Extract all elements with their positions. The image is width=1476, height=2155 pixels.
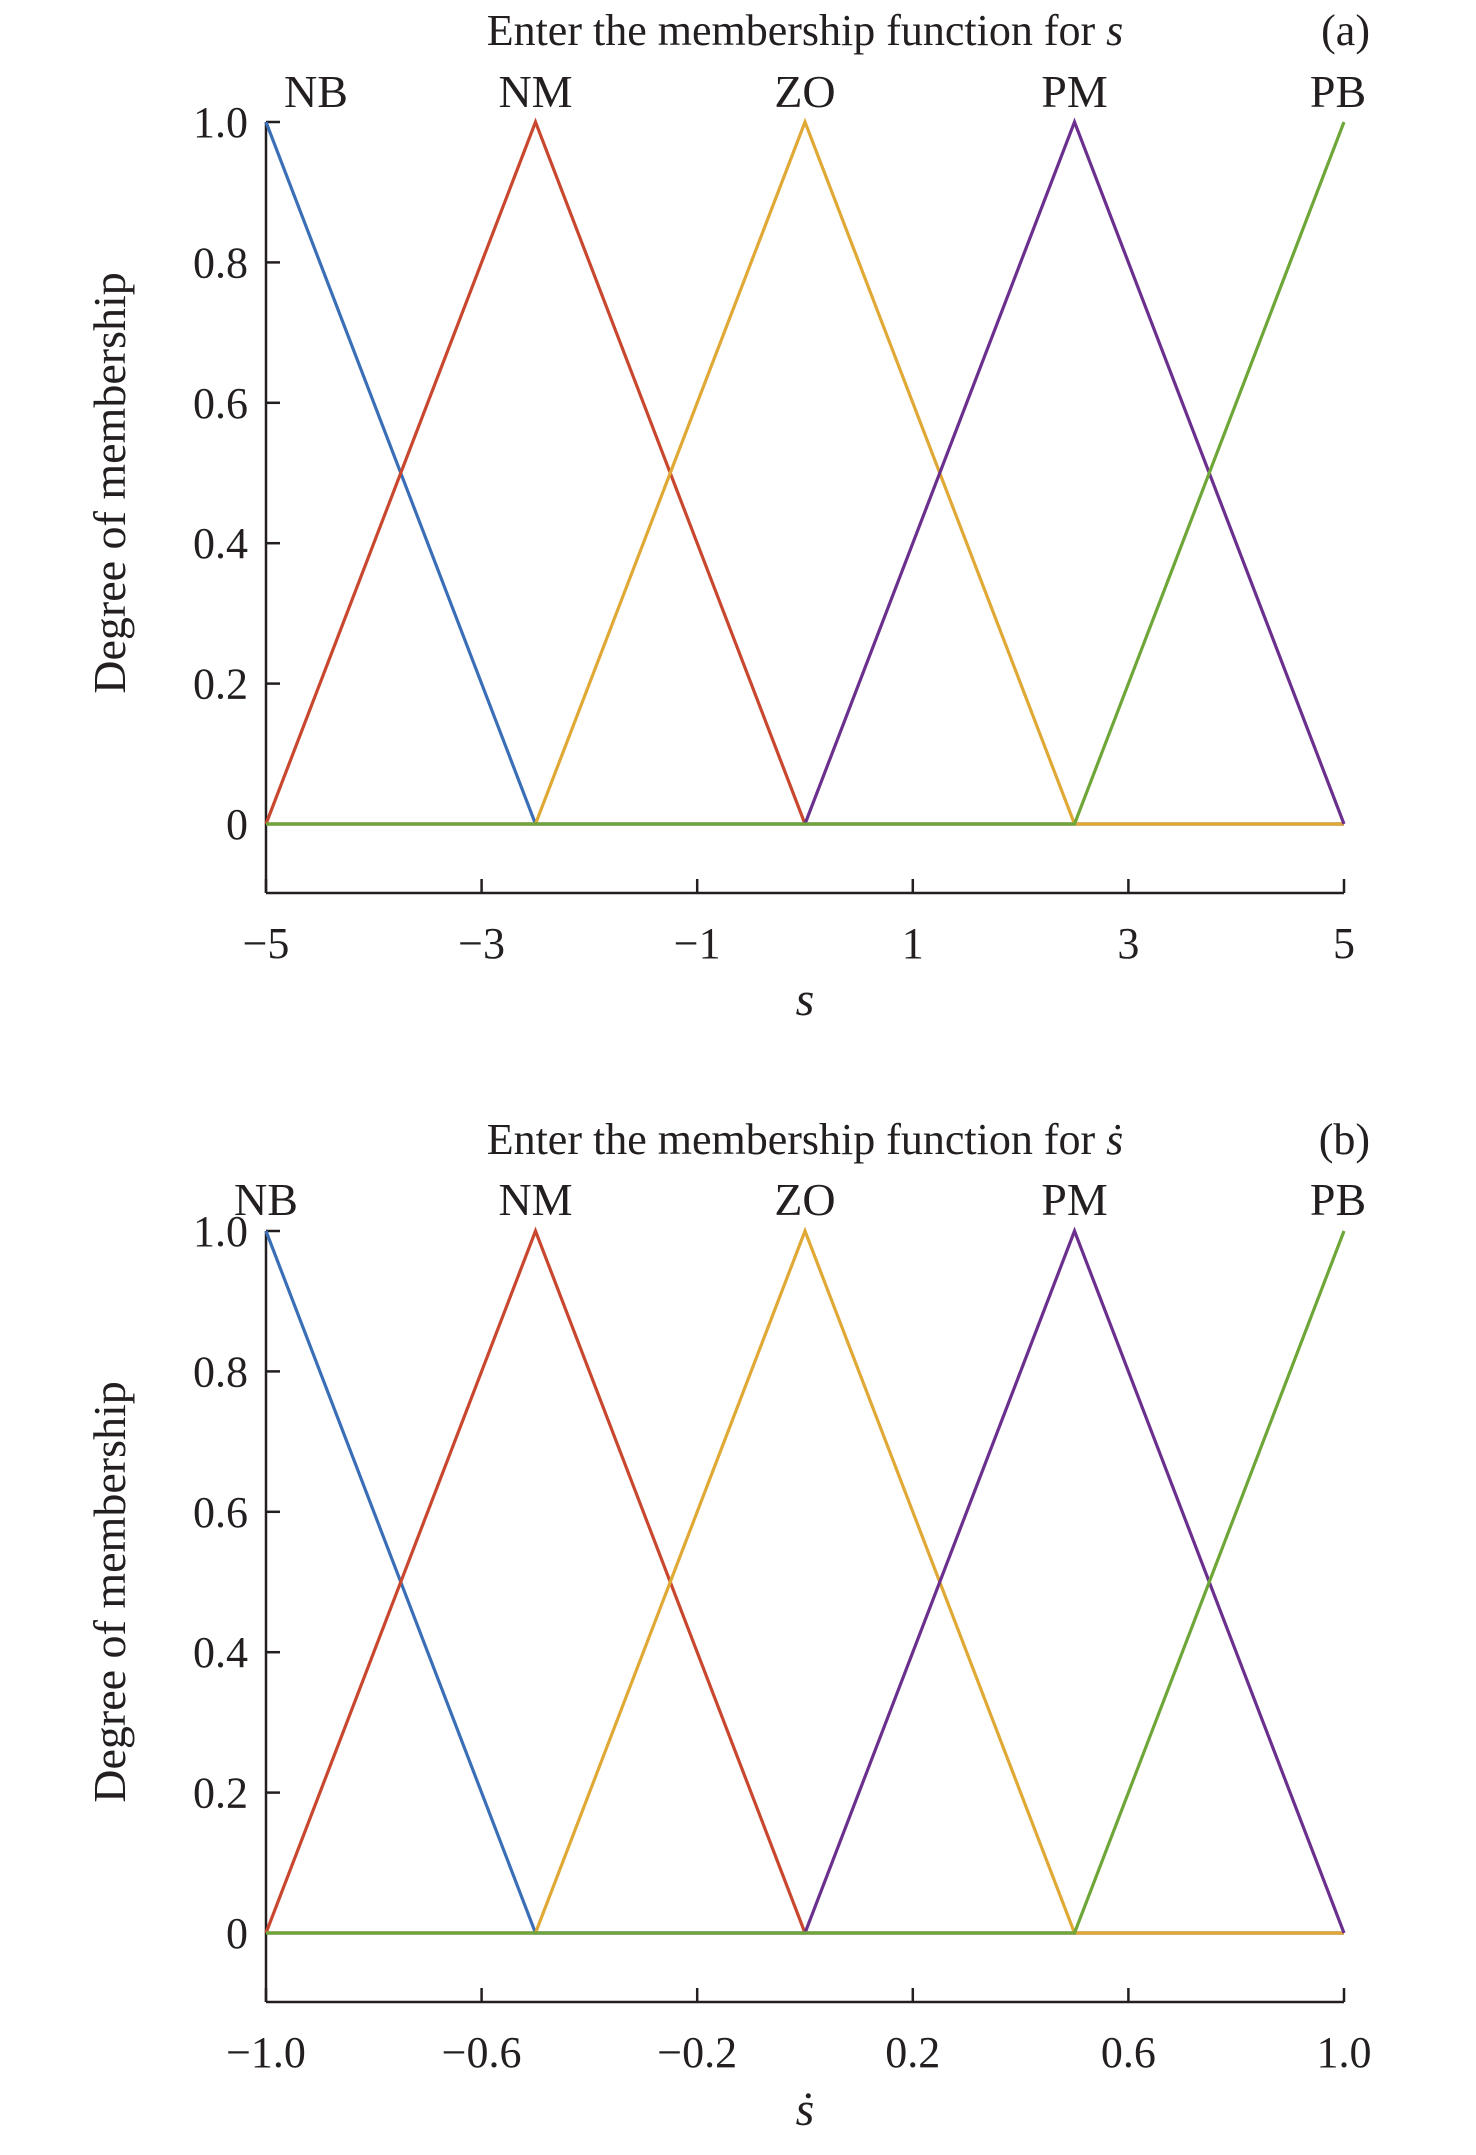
series-line-pb bbox=[266, 1230, 1346, 1935]
y-tick-label: 0.6 bbox=[193, 1488, 248, 1537]
x-tick-label: 0.2 bbox=[885, 2028, 940, 2077]
panel-label: (a) bbox=[1321, 6, 1370, 55]
y-tick-label: 0.8 bbox=[193, 1347, 248, 1396]
chart-title-symbol: ṡ bbox=[1106, 1115, 1123, 1164]
chart-panel-b: Enter the membership function for ṡ (b) 0 0… bbox=[84, 1115, 1372, 2136]
y-tick-label: 0.2 bbox=[193, 660, 248, 709]
y-tick-label: 0.8 bbox=[193, 238, 248, 287]
x-tick-label: 1.0 bbox=[1317, 2028, 1372, 2077]
y-axis-label: Degree of membership bbox=[84, 272, 135, 694]
x-tick-label: 3 bbox=[1117, 919, 1139, 968]
y-tick-label: 0 bbox=[226, 1909, 248, 1958]
series-line-pb bbox=[266, 121, 1346, 826]
x-tick-label: −5 bbox=[243, 919, 290, 968]
x-tick-label: 5 bbox=[1333, 919, 1355, 968]
x-tick-label: 1 bbox=[902, 919, 924, 968]
y-axis-label: Degree of membership bbox=[84, 1381, 135, 1803]
series-label-zo: ZO bbox=[774, 66, 835, 117]
y-tick-label: 0.4 bbox=[193, 519, 248, 568]
series-label-nm: NM bbox=[498, 66, 572, 117]
x-axis-label: ṡ bbox=[796, 2083, 815, 2136]
y-tick-label: 1.0 bbox=[193, 1207, 248, 1256]
y-tick-label: 0.6 bbox=[193, 379, 248, 428]
x-tick-label: −0.2 bbox=[657, 2028, 737, 2077]
series-label-zo: ZO bbox=[774, 1174, 835, 1225]
panel-label: (b) bbox=[1319, 1115, 1370, 1164]
x-tick-label: 0.6 bbox=[1101, 2028, 1156, 2077]
x-axis-label: s bbox=[796, 973, 815, 1026]
x-tick-label: −1.0 bbox=[226, 2028, 306, 2077]
y-tick-label: 0.4 bbox=[193, 1628, 248, 1677]
series-label-pb: PB bbox=[1310, 1174, 1366, 1225]
chart-title-text: Enter the membership function for bbox=[487, 6, 1106, 55]
x-tick-label: −1 bbox=[674, 919, 721, 968]
series-label-pm: PM bbox=[1041, 1174, 1107, 1225]
y-tick-label: 0 bbox=[226, 800, 248, 849]
series-label-pb: PB bbox=[1310, 66, 1366, 117]
series-label-nb: NB bbox=[234, 1174, 298, 1225]
series-label-nm: NM bbox=[498, 1174, 572, 1225]
series-label-pm: PM bbox=[1041, 66, 1107, 117]
chart-title-symbol: s bbox=[1106, 6, 1123, 55]
y-tick-label: 1.0 bbox=[193, 98, 248, 147]
chart-title: Enter the membership function for s bbox=[487, 6, 1124, 55]
x-tick-label: −3 bbox=[458, 919, 505, 968]
y-tick-label: 0.2 bbox=[193, 1769, 248, 1818]
series-label-nb: NB bbox=[284, 66, 348, 117]
chart-panel-a: Enter the membership function for s (a) 0 0… bbox=[84, 6, 1370, 1026]
chart-title: Enter the membership function for ṡ bbox=[487, 1115, 1124, 1164]
chart-title-text: Enter the membership function for bbox=[487, 1115, 1106, 1164]
x-tick-label: −0.6 bbox=[442, 2028, 522, 2077]
